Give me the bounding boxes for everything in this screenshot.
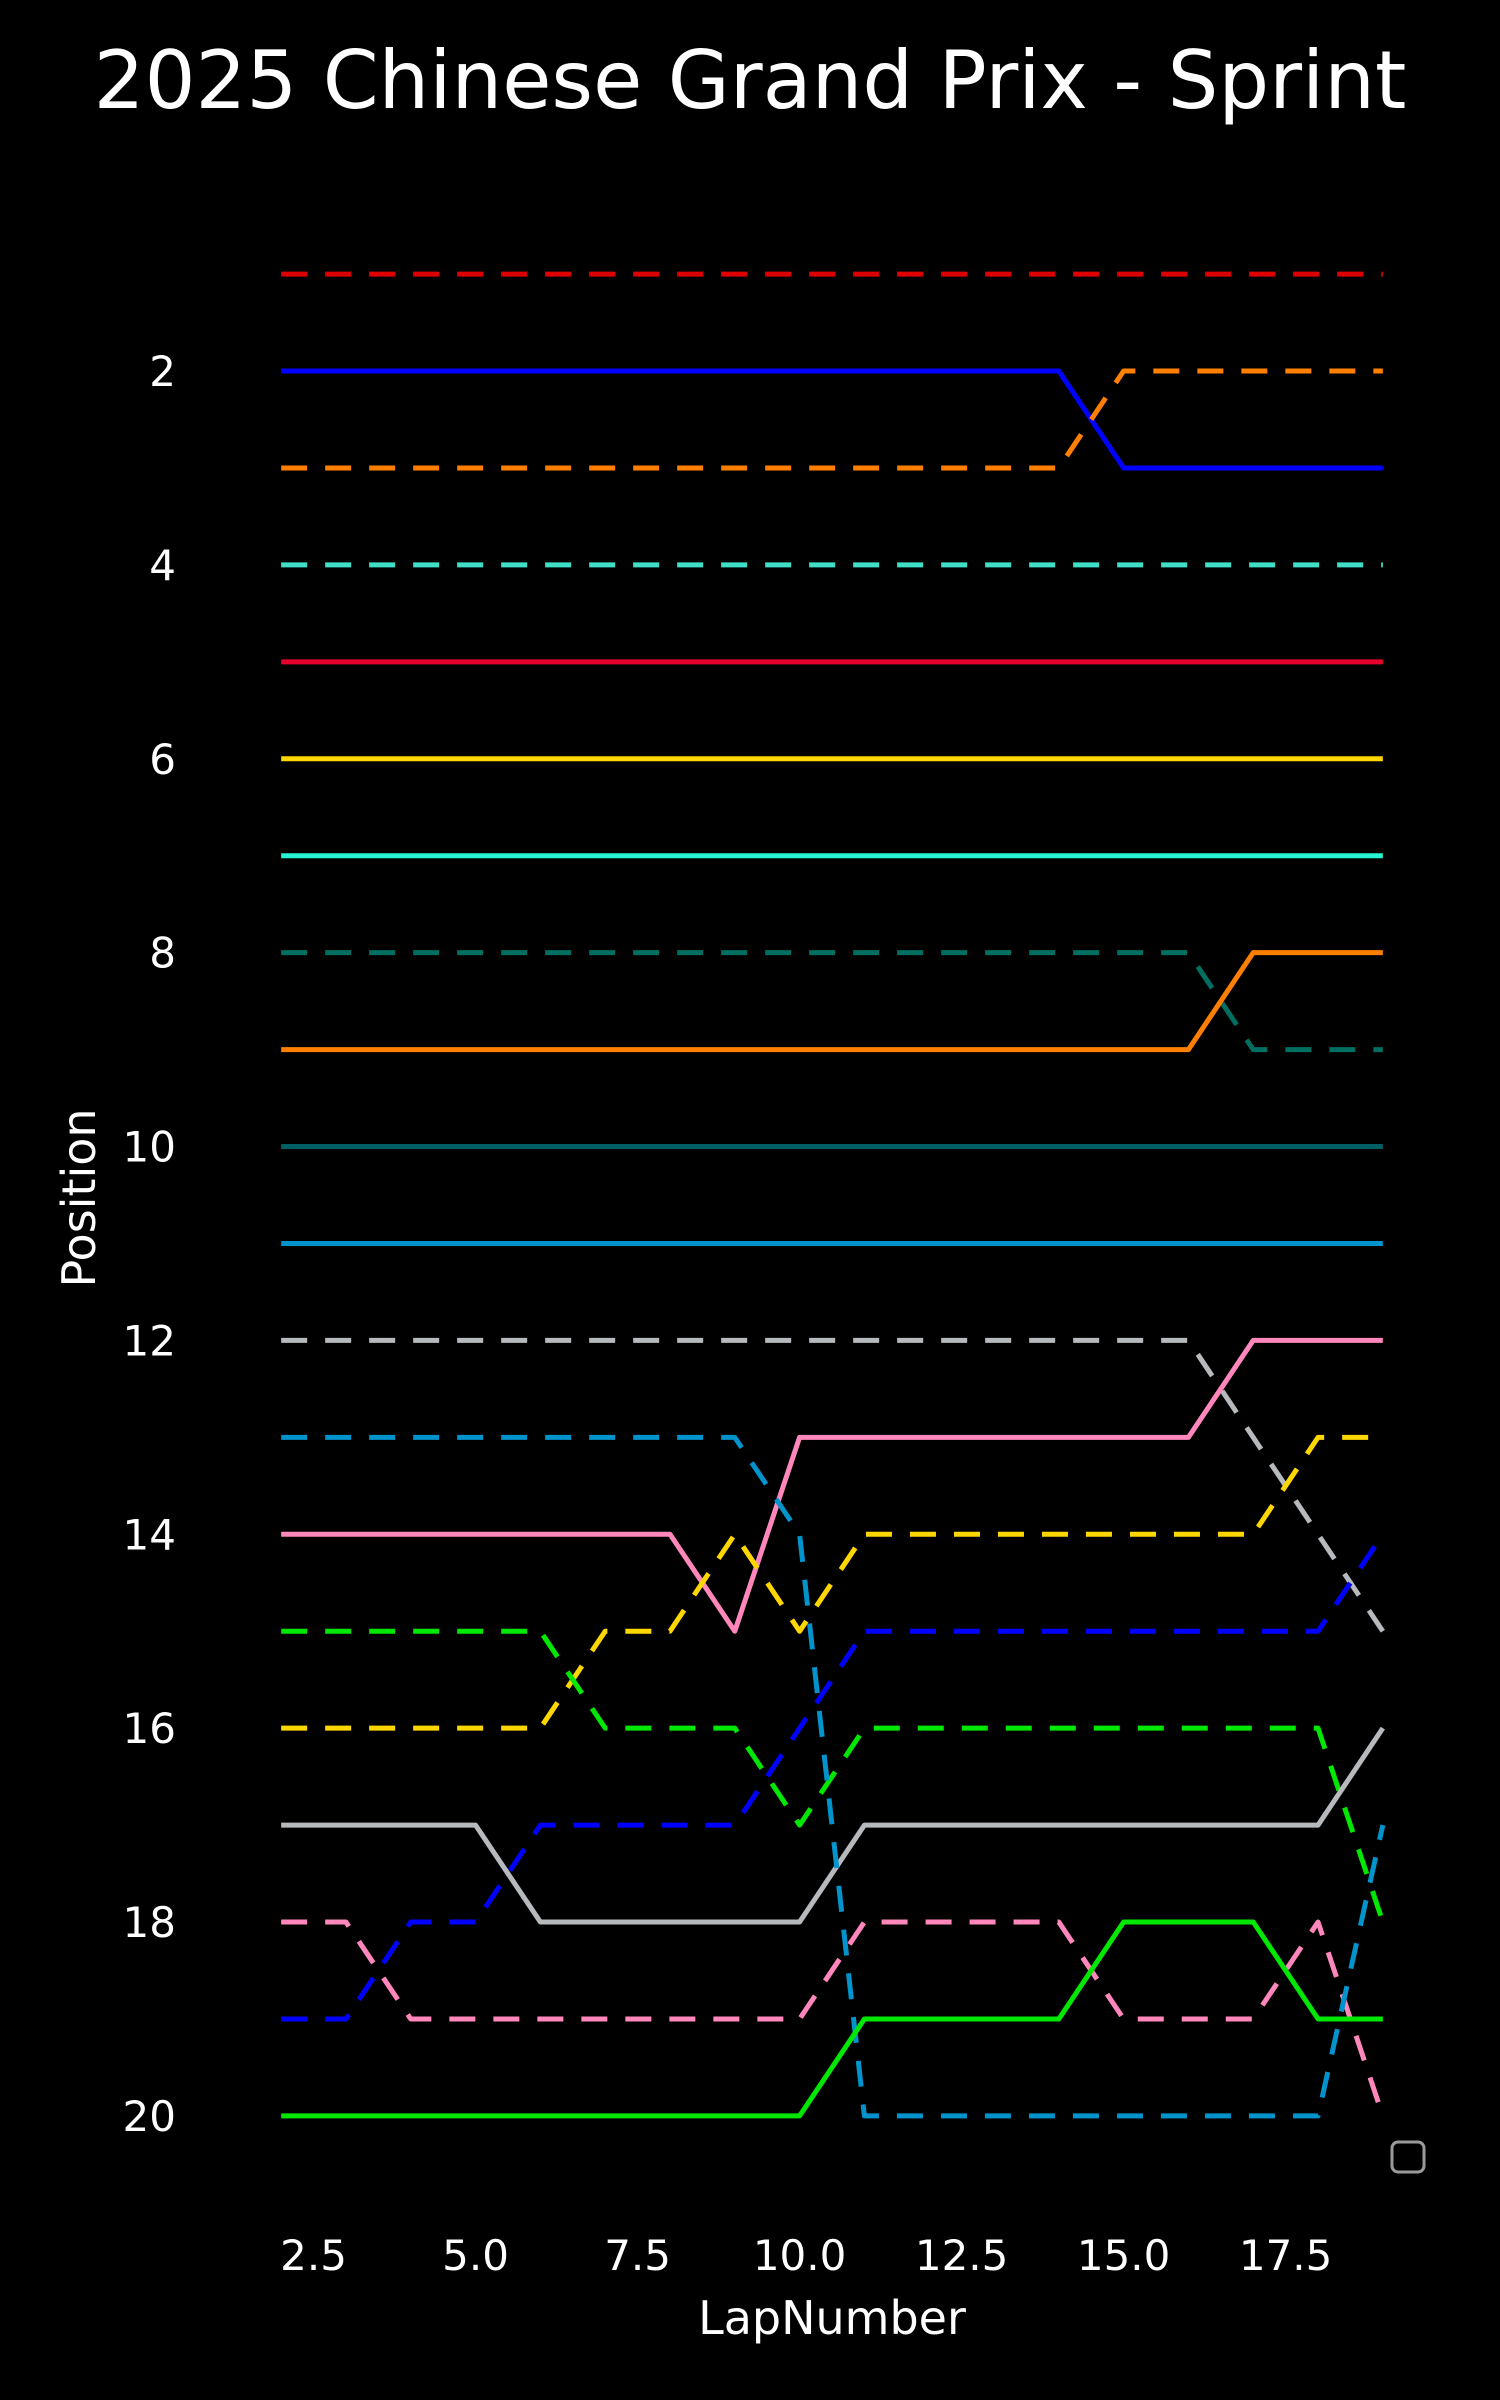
- x-tick-label: 5.0: [442, 2231, 509, 2280]
- y-tick-label: 12: [123, 1316, 176, 1365]
- series-line-16: [281, 1532, 1385, 2022]
- y-axis-label: Position: [52, 1108, 106, 1287]
- x-tick-labels: 2.5 5.0 7.5 10.0 12.5 15.0 17.5: [280, 2231, 1332, 2280]
- series-line-9: [281, 950, 1383, 1053]
- legend-box: [1390, 2140, 1426, 2174]
- x-tick-label: 10.0: [753, 2231, 847, 2280]
- x-tick-label: 17.5: [1239, 2231, 1333, 2280]
- chart-title: 2025 Chinese Grand Prix - Sprint: [94, 34, 1407, 127]
- y-tick-label: 14: [123, 1510, 176, 1559]
- series-line-2: [281, 368, 1383, 471]
- y-tick-label: 4: [149, 541, 176, 590]
- series-line-17: [281, 1726, 1385, 1925]
- x-tick-label: 15.0: [1077, 2231, 1171, 2280]
- series-line-13: [281, 1337, 1383, 1634]
- series-layer: [281, 271, 1386, 2119]
- y-tick-label: 10: [123, 1123, 176, 1172]
- x-axis-label: LapNumber: [698, 2291, 966, 2345]
- series-line-12: [281, 1337, 1385, 1633]
- y-tick-label: 8: [149, 929, 176, 978]
- y-tick-label: 20: [123, 2092, 176, 2141]
- series-line-15: [281, 1628, 1386, 1923]
- y-tick-labels: 2 4 6 8 10 12 14 16 18 20: [123, 347, 176, 2141]
- series-line-8: [281, 950, 1383, 1053]
- series-line-14: [281, 1434, 1383, 1731]
- y-tick-label: 6: [149, 735, 176, 784]
- x-tick-label: 7.5: [604, 2231, 671, 2280]
- x-tick-label: 12.5: [915, 2231, 1009, 2280]
- y-tick-label: 16: [123, 1704, 176, 1753]
- y-tick-label: 2: [149, 347, 176, 396]
- y-tick-label: 18: [123, 1898, 176, 1947]
- series-line-18: [281, 1919, 1386, 2117]
- series-line-20: [281, 1919, 1383, 2119]
- series-line-3: [281, 368, 1383, 471]
- x-tick-label: 2.5: [280, 2231, 347, 2280]
